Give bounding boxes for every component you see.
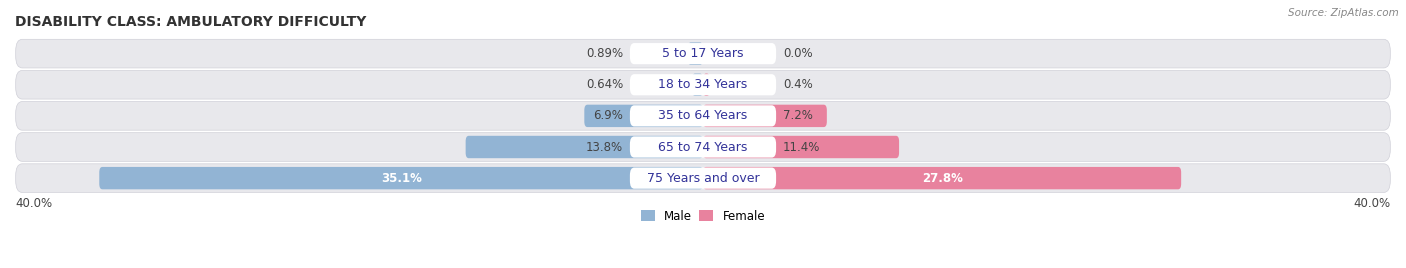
FancyBboxPatch shape [15, 102, 1391, 130]
Text: Source: ZipAtlas.com: Source: ZipAtlas.com [1288, 8, 1399, 18]
Text: 0.0%: 0.0% [783, 47, 813, 60]
FancyBboxPatch shape [630, 168, 776, 189]
Text: DISABILITY CLASS: AMBULATORY DIFFICULTY: DISABILITY CLASS: AMBULATORY DIFFICULTY [15, 15, 367, 29]
FancyBboxPatch shape [703, 105, 827, 127]
Text: 13.8%: 13.8% [586, 140, 623, 154]
Text: 40.0%: 40.0% [1354, 198, 1391, 210]
FancyBboxPatch shape [15, 70, 1391, 99]
Text: 35 to 64 Years: 35 to 64 Years [658, 109, 748, 122]
FancyBboxPatch shape [15, 164, 1391, 192]
Text: 7.2%: 7.2% [783, 109, 813, 122]
FancyBboxPatch shape [630, 136, 776, 158]
FancyBboxPatch shape [703, 167, 1181, 189]
Text: 65 to 74 Years: 65 to 74 Years [658, 140, 748, 154]
FancyBboxPatch shape [465, 136, 703, 158]
FancyBboxPatch shape [100, 167, 703, 189]
FancyBboxPatch shape [688, 42, 703, 65]
FancyBboxPatch shape [15, 133, 1391, 161]
Text: 0.89%: 0.89% [586, 47, 623, 60]
FancyBboxPatch shape [585, 105, 703, 127]
FancyBboxPatch shape [692, 73, 703, 96]
Text: 35.1%: 35.1% [381, 172, 422, 185]
Text: 40.0%: 40.0% [15, 198, 52, 210]
Text: 18 to 34 Years: 18 to 34 Years [658, 78, 748, 91]
Text: 27.8%: 27.8% [922, 172, 963, 185]
Text: 0.4%: 0.4% [783, 78, 813, 91]
Text: 0.64%: 0.64% [586, 78, 623, 91]
Text: 5 to 17 Years: 5 to 17 Years [662, 47, 744, 60]
FancyBboxPatch shape [630, 43, 776, 64]
FancyBboxPatch shape [630, 105, 776, 126]
Text: 75 Years and over: 75 Years and over [647, 172, 759, 185]
FancyBboxPatch shape [703, 73, 710, 96]
Text: 11.4%: 11.4% [783, 140, 820, 154]
Legend: Male, Female: Male, Female [636, 205, 770, 228]
Text: 6.9%: 6.9% [593, 109, 623, 122]
FancyBboxPatch shape [15, 39, 1391, 68]
FancyBboxPatch shape [703, 136, 898, 158]
FancyBboxPatch shape [630, 74, 776, 95]
